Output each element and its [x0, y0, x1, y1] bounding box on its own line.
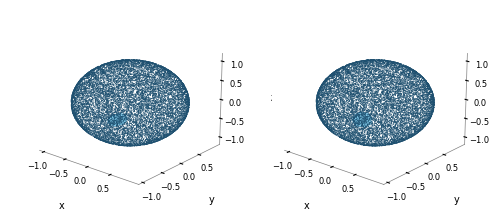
X-axis label: x: x: [58, 201, 64, 210]
Y-axis label: y: y: [454, 195, 460, 205]
Y-axis label: y: y: [208, 195, 214, 205]
X-axis label: x: x: [304, 201, 309, 210]
